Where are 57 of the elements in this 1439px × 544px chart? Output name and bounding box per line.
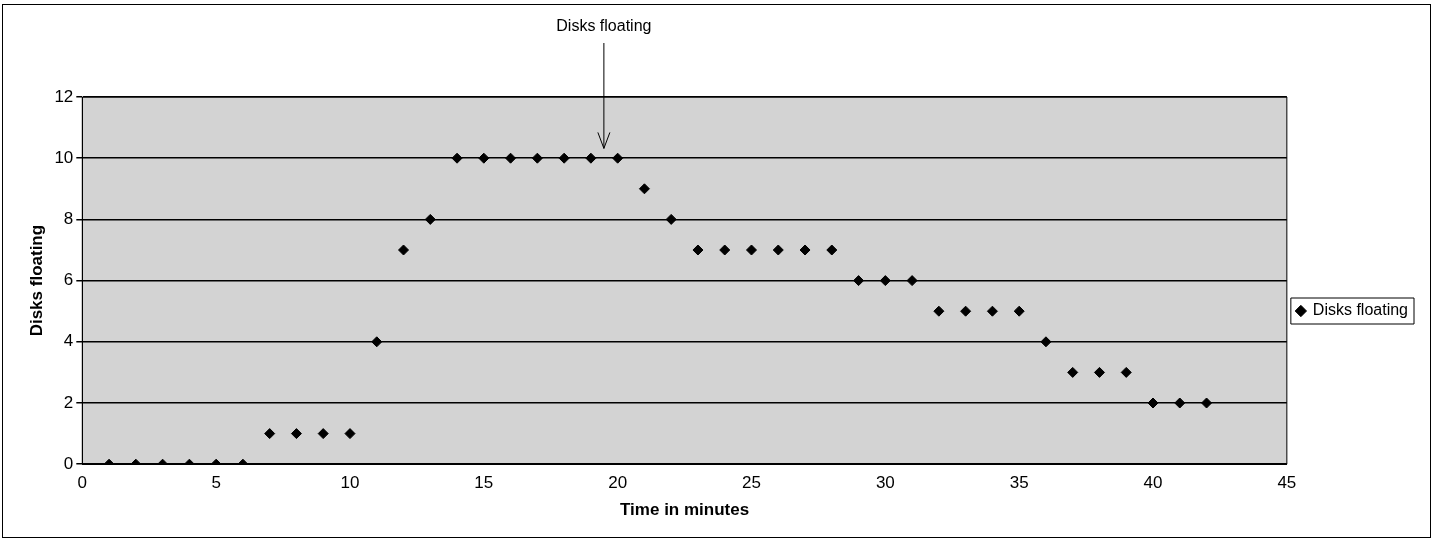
point	[799, 244, 811, 256]
y-tick-label: 6	[63, 270, 74, 290]
point	[853, 275, 865, 287]
point	[264, 428, 276, 440]
x-tick-label: 0	[77, 473, 88, 493]
point	[1067, 366, 1079, 378]
point	[478, 152, 490, 164]
x-tick-label: 35	[1009, 473, 1029, 493]
y-tick-label: 0	[63, 453, 74, 473]
point	[665, 213, 677, 225]
point	[960, 305, 972, 317]
point	[1147, 397, 1159, 409]
point	[879, 275, 891, 287]
y-tick-label: 12	[54, 86, 74, 106]
point	[1174, 397, 1186, 409]
point	[558, 152, 570, 164]
x-tick-label: 40	[1143, 473, 1163, 493]
point	[638, 183, 650, 195]
point	[826, 244, 838, 256]
x-tick-label: 15	[474, 473, 494, 493]
point	[451, 152, 463, 164]
point	[986, 305, 998, 317]
point	[317, 428, 329, 440]
point	[585, 152, 597, 164]
point	[1093, 366, 1105, 378]
point	[1201, 397, 1213, 409]
point	[719, 244, 731, 256]
text: Disks floating	[556, 17, 652, 35]
x-tick-label: 20	[608, 473, 628, 493]
x-tick-label: 30	[875, 473, 895, 493]
x-tick-label: 5	[211, 473, 221, 493]
point	[398, 244, 410, 256]
x-tick-label: 25	[742, 473, 761, 493]
x-tick-label: 10	[340, 473, 360, 493]
y-tick-label: 4	[63, 331, 74, 351]
point	[1013, 305, 1025, 317]
point	[612, 152, 624, 164]
y-axis-title: Disks floating	[26, 224, 46, 337]
point	[772, 244, 784, 256]
y-tick-label: 2	[63, 392, 74, 412]
legend-label: Disks floating	[1312, 301, 1409, 319]
y-tick-label: 10	[54, 147, 74, 167]
point	[371, 336, 383, 348]
point	[906, 275, 918, 287]
point	[531, 152, 543, 164]
point	[746, 244, 757, 256]
point	[933, 305, 945, 317]
x-tick-label: 45	[1277, 473, 1297, 493]
point	[1040, 336, 1052, 348]
point	[290, 428, 302, 440]
point	[424, 213, 436, 225]
y-tick-label: 8	[63, 209, 74, 229]
point	[344, 428, 356, 440]
point	[505, 152, 517, 164]
point	[692, 244, 704, 256]
point	[1120, 366, 1132, 378]
x-axis-title: Time in minutes	[620, 500, 750, 520]
